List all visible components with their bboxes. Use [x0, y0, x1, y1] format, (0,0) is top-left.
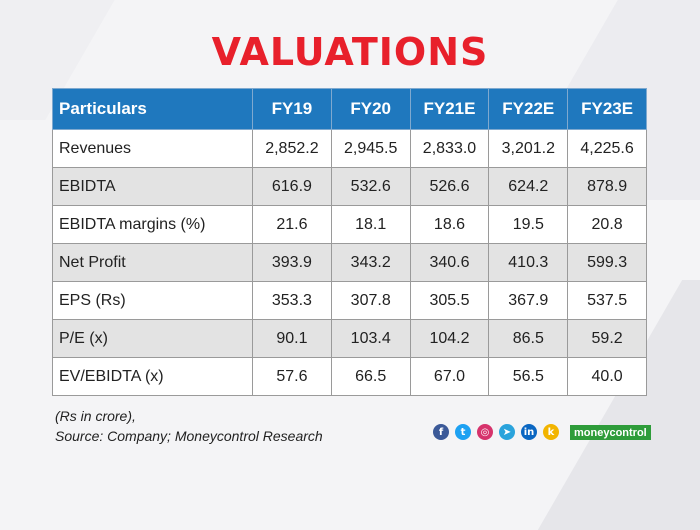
table-cell: 86.5: [488, 319, 569, 358]
table-header-row: Particulars FY19 FY20 FY21E FY22E FY23E: [52, 88, 647, 130]
table-cell: 103.4: [330, 319, 411, 358]
source-note: Source: Company; Moneycontrol Research: [55, 428, 323, 444]
facebook-icon[interactable]: f: [433, 424, 449, 440]
column-header: FY21E: [409, 88, 490, 130]
table-cell: 20.8: [567, 205, 647, 244]
social-icons: f t ◎ ➤ in k: [433, 424, 559, 440]
row-label: Revenues: [52, 129, 253, 168]
table-cell: 57.6: [252, 357, 332, 396]
table-cell: 2,945.5: [330, 129, 411, 168]
column-header: FY23E: [567, 88, 647, 130]
table-cell: 21.6: [252, 205, 332, 244]
table-row: Net Profit 393.9 343.2 340.6 410.3 599.3: [52, 243, 647, 282]
table-cell: 410.3: [488, 243, 569, 282]
table-cell: 367.9: [488, 281, 569, 320]
valuations-table: Particulars FY19 FY20 FY21E FY22E FY23E …: [52, 88, 647, 396]
table-row: P/E (x) 90.1 103.4 104.2 86.5 59.2: [52, 319, 647, 358]
table-cell: 40.0: [567, 357, 647, 396]
table-row: EPS (Rs) 353.3 307.8 305.5 367.9 537.5: [52, 281, 647, 320]
row-label: EV/EBIDTA (x): [52, 357, 253, 396]
unit-note: (Rs in crore),: [55, 408, 136, 424]
table-cell: 18.6: [409, 205, 490, 244]
table-cell: 624.2: [488, 167, 569, 206]
table-cell: 56.5: [488, 357, 569, 396]
table-cell: 18.1: [330, 205, 411, 244]
table-cell: 343.2: [330, 243, 411, 282]
table-cell: 305.5: [409, 281, 490, 320]
page-title: VALUATIONS: [211, 30, 489, 74]
table-cell: 90.1: [252, 319, 332, 358]
table-cell: 878.9: [567, 167, 647, 206]
telegram-icon[interactable]: ➤: [499, 424, 515, 440]
table-cell: 67.0: [409, 357, 490, 396]
table-row: EV/EBIDTA (x) 57.6 66.5 67.0 56.5 40.0: [52, 357, 647, 396]
table-cell: 393.9: [252, 243, 332, 282]
row-label: EPS (Rs): [52, 281, 253, 320]
table-cell: 2,833.0: [409, 129, 490, 168]
row-label: EBIDTA margins (%): [52, 205, 253, 244]
table-row: EBIDTA margins (%) 21.6 18.1 18.6 19.5 20.8: [52, 205, 647, 244]
table-cell: 4,225.6: [567, 129, 647, 168]
table-cell: 104.2: [409, 319, 490, 358]
row-label: EBIDTA: [52, 167, 253, 206]
table-cell: 307.8: [330, 281, 411, 320]
table-cell: 59.2: [567, 319, 647, 358]
table-cell: 616.9: [252, 167, 332, 206]
table-cell: 340.6: [409, 243, 490, 282]
table-cell: 599.3: [567, 243, 647, 282]
column-header: FY22E: [488, 88, 569, 130]
table-cell: 526.6: [409, 167, 490, 206]
column-header: FY19: [252, 88, 332, 130]
table-cell: 3,201.2: [488, 129, 569, 168]
row-label: Net Profit: [52, 243, 253, 282]
table-cell: 2,852.2: [252, 129, 332, 168]
table-cell: 532.6: [330, 167, 411, 206]
brand-logo: moneycontrol: [570, 425, 651, 440]
table-row: Revenues 2,852.2 2,945.5 2,833.0 3,201.2 4,22…: [52, 129, 647, 168]
twitter-icon[interactable]: t: [455, 424, 471, 440]
table-row: EBIDTA 616.9 532.6 526.6 624.2 878.9: [52, 167, 647, 206]
row-label: P/E (x): [52, 319, 253, 358]
instagram-icon[interactable]: ◎: [477, 424, 493, 440]
koo-icon[interactable]: k: [543, 424, 559, 440]
table-cell: 19.5: [488, 205, 569, 244]
table-cell: 353.3: [252, 281, 332, 320]
linkedin-icon[interactable]: in: [521, 424, 537, 440]
table-cell: 66.5: [330, 357, 411, 396]
column-header: FY20: [330, 88, 411, 130]
table-cell: 537.5: [567, 281, 647, 320]
column-header: Particulars: [52, 88, 253, 130]
